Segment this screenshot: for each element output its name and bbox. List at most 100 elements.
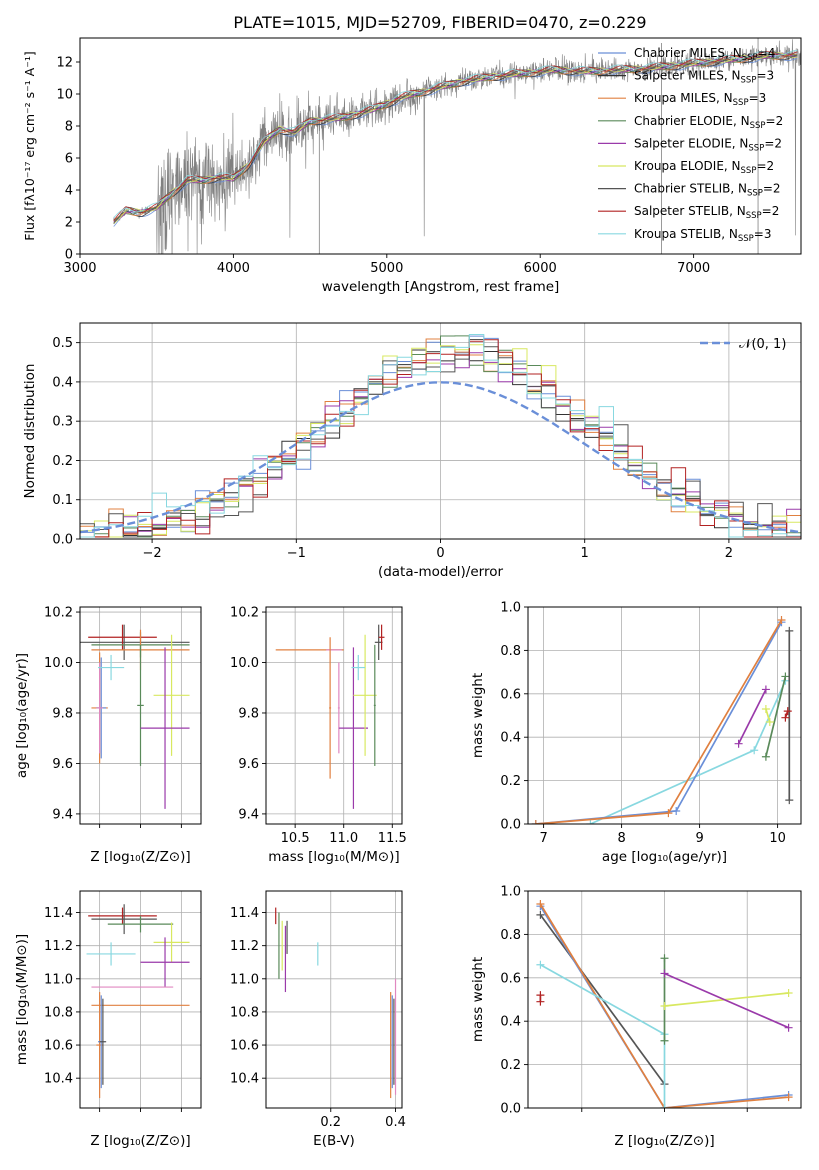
x-tick-label: 11.0 — [329, 831, 358, 846]
legend-entry-count: =3 — [756, 69, 774, 83]
age-mass-plot-area — [275, 624, 385, 809]
y-tick-label: 11.2 — [44, 939, 73, 954]
mass-metallicity-plot-area — [86, 904, 190, 1099]
y-tick-label: 9.4 — [52, 807, 73, 822]
y-tick-label: 9.6 — [52, 757, 73, 772]
legend-entry: 𝒩(0, 1) — [739, 337, 786, 352]
errorbar-point — [97, 654, 125, 681]
mass-weight-line-6 — [664, 972, 789, 1029]
massweight-age-panel: 7 8 9 10 0.0 0.2 0.4 0.6 0.8 1.0 age [log₁₀(age/yr… — [470, 601, 802, 865]
y-tick-label: 11.0 — [44, 972, 73, 987]
age-metallicity-plot-area — [80, 624, 190, 809]
model-line-7 — [113, 51, 798, 221]
errorbar-point — [96, 992, 103, 1099]
residual-histogram-4 — [80, 352, 801, 538]
y-axis-label: age [log₁₀(age/yr)] — [14, 653, 30, 778]
spectrum-panel: 3000 4000 5000 6000 7000 0 2 4 6 8 10 12 wavelength … — [22, 37, 802, 295]
x-tick-label: −1 — [287, 546, 306, 561]
errorbar-point — [378, 624, 385, 650]
mass-weight-line-3 — [539, 964, 666, 1108]
y-tick-label: 0.6 — [500, 687, 521, 702]
age-mass-panel: 10.5 11.0 11.5 9.4 9.6 9.8 10.0 10.2 mass [log₁₀… — [230, 606, 407, 865]
x-tick-label: 5000 — [370, 261, 403, 276]
legend-entry: Chabrier MILES, NSSP=4 — [634, 46, 775, 63]
y-tick-label: 0.4 — [500, 1015, 521, 1030]
mass-weight-marker — [536, 960, 545, 969]
legend-entry-name: Chabrier MILES, N — [634, 46, 742, 60]
y-tick-label: 11.4 — [230, 906, 259, 921]
legend-entry-count: =2 — [762, 204, 780, 218]
x-tick-label: 10.5 — [281, 831, 310, 846]
massweight-age-plot-area — [531, 616, 794, 824]
mass-weight-marker — [536, 900, 545, 909]
axes-frame — [79, 37, 802, 255]
legend-entry-count: =3 — [754, 227, 772, 241]
errorbar-point — [99, 998, 107, 1085]
y-tick-label: 4 — [65, 184, 73, 199]
residual-histogram-1 — [80, 349, 801, 538]
y-tick-label: 0.3 — [52, 415, 73, 430]
x-tick-label: 7000 — [677, 261, 710, 276]
x-tick-label: 2 — [725, 546, 733, 561]
legend-entry-name: Salpeter ELODIE, N — [634, 136, 748, 150]
legend-entry-sub: SSP — [741, 166, 757, 176]
y-tick-label: 8 — [65, 120, 73, 135]
residuals-panel: −2 −1 0 1 2 0.0 0.1 0.2 0.3 0.4 0.5 (data-model)/er… — [22, 322, 802, 580]
plot-layer: 3000 4000 5000 6000 7000024681012wavelength … — [14, 37, 802, 1149]
y-tick-label: 0.1 — [52, 493, 73, 508]
mass-weight-marker — [781, 672, 790, 681]
mass-weight-marker — [784, 988, 793, 997]
legend-entry-count: =3 — [749, 91, 767, 105]
y-tick-label: 0.2 — [500, 1058, 521, 1073]
errorbar-point — [153, 922, 190, 963]
legend-entry: Chabrier STELIB, NSSP=2 — [634, 182, 781, 199]
x-tick-label: 3000 — [63, 261, 96, 276]
mass-metallicity-panel: 10.4 10.6 10.8 11.0 11.2 11.4 Z [log₁₀(Z/Z⊙)] m… — [14, 890, 202, 1149]
mass-weight-marker — [660, 1002, 669, 1011]
mass-weight-marker — [783, 707, 792, 716]
y-tick-label: 0.8 — [500, 928, 521, 943]
y-tick-label: 10.2 — [230, 606, 259, 621]
mass-weight-marker — [660, 1036, 669, 1045]
y-tick-label: 1.0 — [500, 885, 521, 900]
massweight-metallicity-plot-area — [536, 900, 793, 1108]
residual-histogram-8 — [80, 334, 801, 538]
mass-weight-marker — [536, 910, 545, 919]
x-tick-label: 0 — [436, 546, 444, 561]
y-tick-label: 10.6 — [44, 1039, 73, 1054]
age-metallicity-panel: 9.4 9.6 9.8 10.0 10.2 Z [log₁₀(Z/Z⊙)] age [log… — [14, 606, 202, 865]
y-tick-label: 0 — [65, 248, 73, 263]
mass-weight-marker — [660, 954, 669, 963]
legend-entry-name: Chabrier STELIB, N — [634, 182, 747, 196]
legend-entry: Kroupa MILES, NSSP=3 — [634, 91, 766, 108]
gaussian-curve — [80, 381, 799, 534]
y-tick-label: 9.6 — [238, 757, 259, 772]
y-tick-label: 10.0 — [44, 656, 73, 671]
y-tick-label: 9.8 — [238, 706, 259, 721]
axes-frame — [527, 606, 802, 825]
legend-entry-sub: SSP — [747, 189, 763, 199]
errorbar-point — [353, 634, 377, 756]
mass-weight-marker — [761, 704, 770, 713]
x-tick-label: 4000 — [217, 261, 250, 276]
y-tick-label: 0.6 — [500, 971, 521, 986]
errorbar-point — [153, 634, 190, 756]
x-axis-label: Z [log₁₀(Z/Z⊙)] — [90, 849, 190, 865]
legend-entry-sub: SSP — [748, 143, 764, 153]
x-tick-label: 0.2 — [320, 1115, 341, 1130]
mass-weight-marker — [785, 796, 794, 805]
legend-entry: Kroupa ELODIE, NSSP=2 — [634, 159, 774, 176]
y-tick-label: 0.2 — [52, 454, 73, 469]
mass-weight-marker — [531, 820, 540, 824]
legend-entry-name: Kroupa ELODIE, N — [634, 159, 741, 173]
y-tick-label: 0.4 — [500, 731, 521, 746]
mass-weight-line-5 — [664, 992, 789, 1007]
x-axis-label: (data-model)/error — [378, 564, 504, 580]
errorbar-point — [107, 915, 174, 933]
y-axis-label: mass weight — [470, 957, 486, 1042]
x-axis-label: wavelength [Angstrom, rest frame] — [322, 279, 560, 295]
residuals-plot-area — [80, 334, 801, 538]
errorbar-point — [373, 644, 376, 766]
